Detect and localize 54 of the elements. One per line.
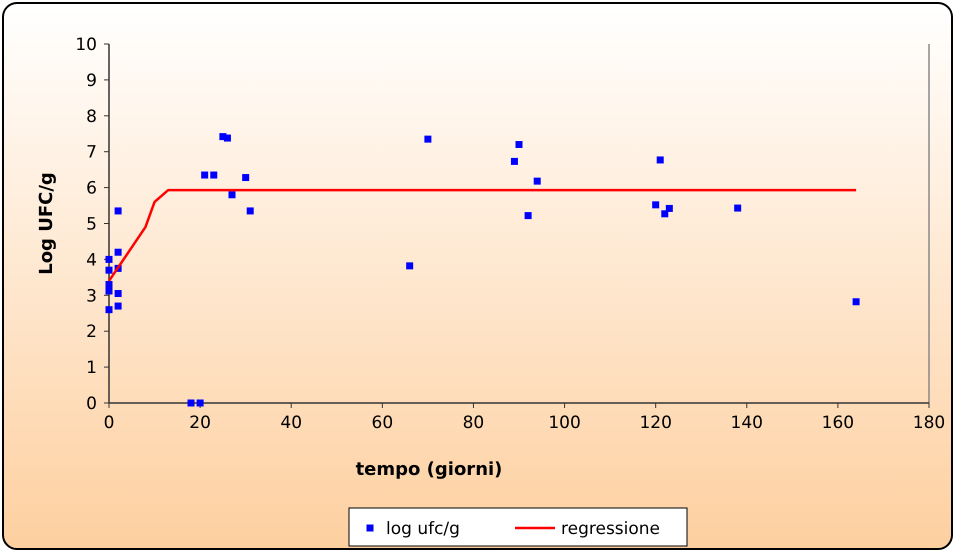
point [406,262,414,270]
y-tick-label: 6 [86,178,97,199]
point [210,172,218,179]
point [246,207,254,214]
x-tick-label: 160 [822,413,854,433]
point [661,210,668,218]
x-tick-label: 40 [280,413,302,433]
y-tick-label: 1 [86,358,97,378]
point [114,302,122,310]
x-tick-label: 140 [730,413,764,433]
point [106,266,112,274]
point [656,156,664,164]
y-tick-label: 7 [86,142,97,163]
point [106,281,112,288]
point [106,306,112,314]
x-tick-label: 120 [639,413,672,433]
y-axis-title: Log UFC/g [36,172,57,275]
point [516,141,522,148]
y-tick-label: 8 [86,106,97,127]
point [852,298,860,306]
x-axis-title: tempo (giorni) [356,459,502,480]
y-tick-label: 0 [86,394,97,414]
x-tick-label: 180 [912,413,946,433]
legend-label: regressione [561,518,660,539]
point [242,174,250,182]
x-tick-label: 100 [548,413,581,433]
point [114,207,122,214]
point [734,204,742,212]
legend-label: log ufc/g [386,518,460,539]
x-tick-label: 20 [189,413,211,433]
point [524,212,532,220]
point [224,134,231,142]
point [534,178,541,185]
point [510,158,518,165]
x-tick-label: 0 [104,413,114,433]
point [106,287,112,294]
y-tick-label: 2 [86,322,97,342]
y-tick-label: 9 [86,70,97,91]
point [114,248,122,256]
point [228,191,236,198]
point [188,400,194,406]
point [424,136,432,143]
point [201,172,208,179]
point [114,290,122,298]
x-tick-label: 60 [372,413,394,433]
point [666,204,673,212]
y-tick-label: 4 [86,250,97,270]
point [196,400,204,406]
y-tick-label: 5 [86,214,97,234]
x-tick-label: 80 [462,413,484,433]
point [652,201,660,208]
point [106,256,112,263]
y-tick-label: 10 [75,34,97,55]
y-tick-label: 3 [86,286,97,306]
